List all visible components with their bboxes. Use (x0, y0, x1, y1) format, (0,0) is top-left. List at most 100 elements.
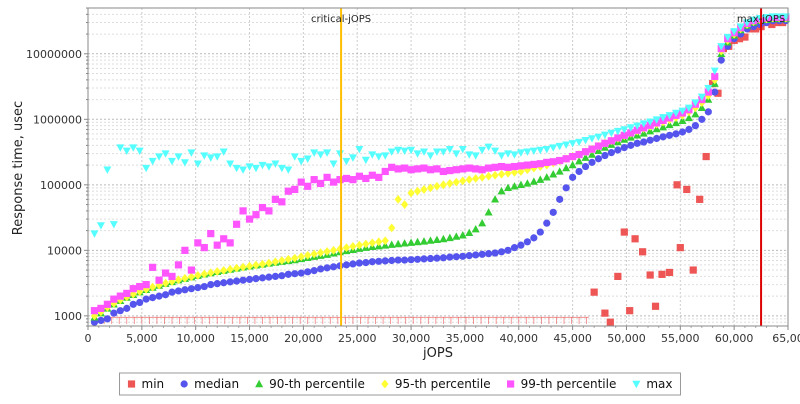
data-point (588, 158, 596, 166)
data-point (697, 93, 706, 102)
data-point (413, 165, 422, 173)
data-point (142, 295, 150, 303)
data-point (439, 254, 447, 262)
data-point (284, 254, 292, 264)
data-point (148, 157, 157, 166)
data-point (116, 144, 125, 152)
data-point (122, 147, 131, 156)
data-point (779, 18, 787, 27)
data-point (103, 166, 112, 174)
data-point (245, 163, 254, 171)
data-point (136, 298, 144, 307)
data-point (446, 166, 454, 175)
data-point (536, 228, 544, 236)
data-point (278, 198, 286, 206)
data-point (672, 109, 680, 118)
axes: 0 5,000 10,000 15,000 20,000 25,000 30,000 35,0… (26, 7, 800, 345)
data-point (491, 195, 500, 203)
legend-swatch (127, 380, 136, 388)
data-point (297, 178, 305, 186)
data-point (362, 174, 370, 183)
data-point (523, 238, 531, 246)
data-point (265, 273, 273, 281)
data-point (491, 170, 499, 180)
data-point (317, 265, 325, 273)
data-point (233, 263, 241, 273)
data-point (439, 234, 448, 243)
data-point (420, 237, 428, 245)
data-point (207, 280, 215, 289)
data-point (594, 155, 603, 163)
legend-label: median (194, 377, 239, 391)
data-point (181, 286, 189, 294)
data-point (394, 256, 402, 264)
data-point (239, 166, 248, 174)
data-point (90, 307, 99, 315)
data-point (510, 151, 519, 159)
data-point (271, 160, 280, 168)
data-point (594, 142, 603, 150)
data-point (426, 254, 435, 263)
data-point (665, 120, 674, 129)
data-point (459, 252, 467, 260)
data-point (704, 108, 712, 116)
data-point (614, 134, 622, 142)
data-point (265, 258, 273, 268)
data-point (233, 277, 241, 285)
data-point (485, 171, 493, 181)
data-point (439, 148, 448, 156)
y-tick-label: 1000000 (33, 113, 82, 126)
data-point (659, 133, 667, 141)
data-point (504, 246, 512, 254)
data-point (646, 118, 655, 126)
data-point (265, 207, 273, 215)
data-point (472, 174, 480, 183)
data-point (562, 141, 571, 149)
data-point (149, 282, 157, 292)
data-point (401, 164, 409, 172)
data-point (407, 256, 415, 264)
data-point (336, 176, 344, 184)
data-point (304, 250, 312, 260)
data-point (252, 211, 260, 219)
data-point (702, 152, 710, 161)
data-point (433, 165, 441, 173)
data-point (491, 147, 500, 156)
data-point (207, 230, 215, 238)
data-point (361, 156, 370, 165)
data-point (381, 236, 389, 246)
data-point (523, 165, 531, 175)
data-point (516, 149, 525, 157)
data-point (696, 195, 704, 203)
data-point (775, 13, 784, 21)
data-point (452, 150, 461, 158)
data-point (245, 275, 254, 284)
data-point (180, 159, 189, 167)
data-point (683, 185, 691, 194)
data-point (174, 275, 183, 285)
data-point (606, 318, 614, 326)
data-point (303, 155, 312, 163)
data-point (581, 162, 590, 171)
data-point (542, 145, 551, 154)
data-point (103, 300, 111, 308)
data-point (607, 129, 616, 138)
legend-swatch (381, 379, 389, 389)
data-point (736, 23, 745, 31)
data-point (426, 183, 435, 193)
data-point (743, 19, 752, 27)
data-point (426, 166, 435, 174)
data-point (704, 84, 713, 93)
data-point (233, 220, 241, 228)
min-error-bars (103, 316, 589, 324)
data-point (226, 160, 235, 168)
data-point (471, 225, 480, 233)
data-point (200, 269, 208, 279)
data-point (304, 182, 312, 190)
data-point (284, 187, 292, 195)
data-point (549, 144, 558, 152)
data-point (174, 261, 183, 269)
data-point (258, 161, 267, 170)
data-point (478, 218, 487, 227)
legend-item-min: min (127, 377, 164, 391)
